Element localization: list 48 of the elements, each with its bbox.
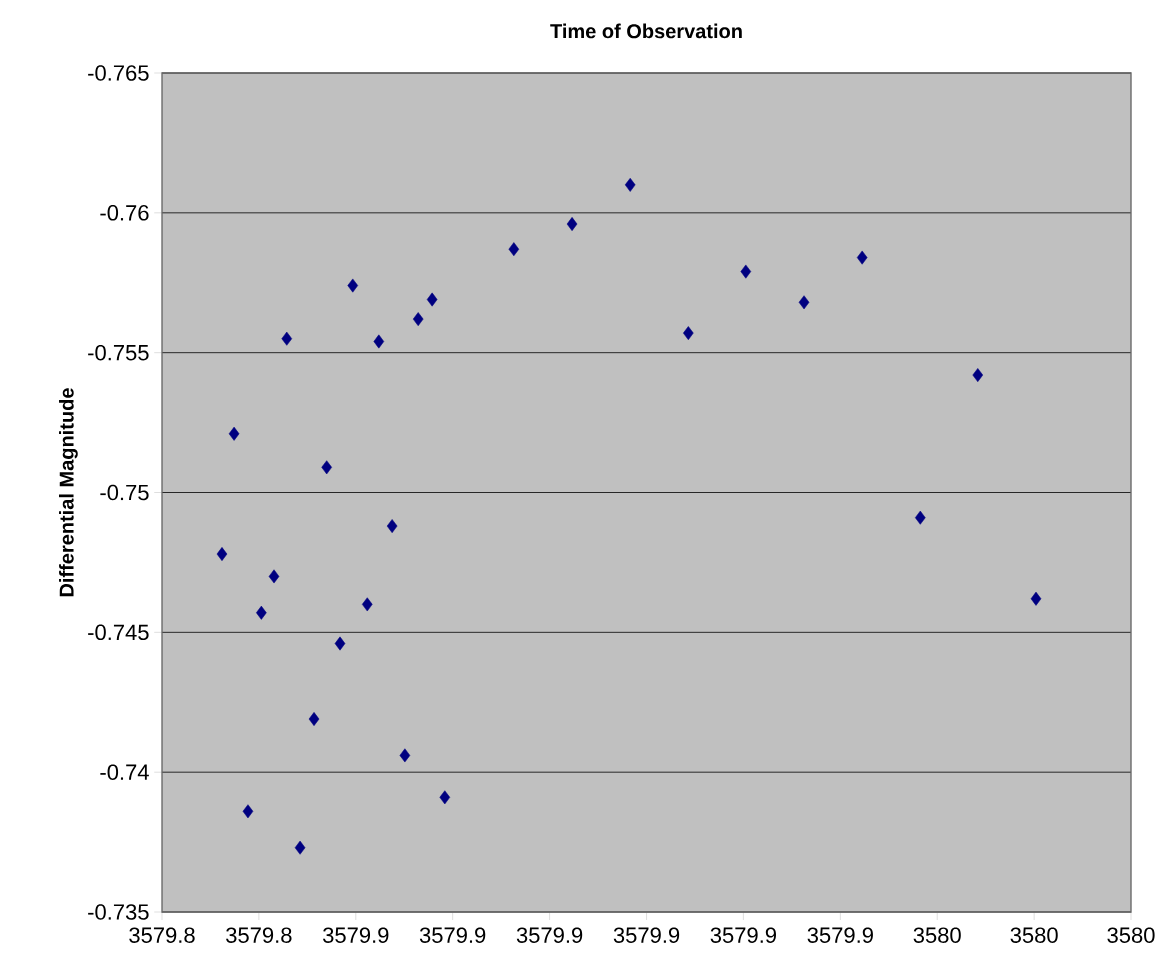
- point: [256, 605, 267, 620]
- point: [242, 804, 254, 819]
- point: [308, 712, 320, 726]
- y-tick-label: -0.765: [88, 65, 149, 81]
- y-tick-label: -0.75: [100, 484, 149, 501]
- x-tick-label: 3579.9: [613, 927, 680, 943]
- x-tick-label: 3579.8: [129, 927, 195, 943]
- y-tick-label: -0.76: [100, 205, 149, 221]
- x-tick-label: 3580: [1010, 927, 1058, 943]
- point: [281, 331, 293, 346]
- point: [1030, 591, 1042, 606]
- y-tick-label: -0.74: [100, 764, 149, 780]
- point: [361, 597, 373, 612]
- point: [334, 636, 346, 651]
- point: [347, 278, 359, 293]
- x-tick-label: 3579.9: [807, 927, 873, 943]
- point: [566, 217, 578, 231]
- y-tick-label: -0.755: [88, 344, 149, 361]
- y-tick-label: -0.745: [88, 624, 149, 641]
- x-tick-label: 3579.9: [419, 927, 486, 943]
- point: [439, 790, 451, 805]
- x-tick-label: 3579.9: [323, 927, 389, 943]
- y-tick-label: -0.735: [88, 904, 149, 920]
- point: [268, 569, 280, 584]
- point: [321, 460, 332, 475]
- point: [426, 292, 438, 307]
- x-tick-label: 3580: [1107, 927, 1155, 943]
- point: [856, 250, 868, 265]
- x-tick-label: 3580: [913, 927, 961, 943]
- point: [412, 312, 424, 327]
- point: [294, 840, 306, 855]
- point: [915, 510, 926, 525]
- point: [399, 748, 411, 763]
- point: [740, 264, 752, 279]
- point: [683, 326, 694, 341]
- point: [972, 368, 984, 382]
- x-tick-label: 3579.8: [226, 927, 292, 943]
- point: [373, 334, 385, 349]
- point: [624, 177, 636, 192]
- x-tick-label: 3579.9: [710, 927, 776, 943]
- point: [228, 426, 240, 441]
- point: [386, 519, 398, 534]
- point: [798, 295, 810, 310]
- point: [508, 242, 520, 257]
- x-tick-label: 3579.9: [516, 927, 583, 943]
- point: [216, 547, 228, 561]
- y-axis-title: Differential Magnitude: [59, 388, 78, 597]
- chart-title: Time of Observation: [550, 23, 742, 39]
